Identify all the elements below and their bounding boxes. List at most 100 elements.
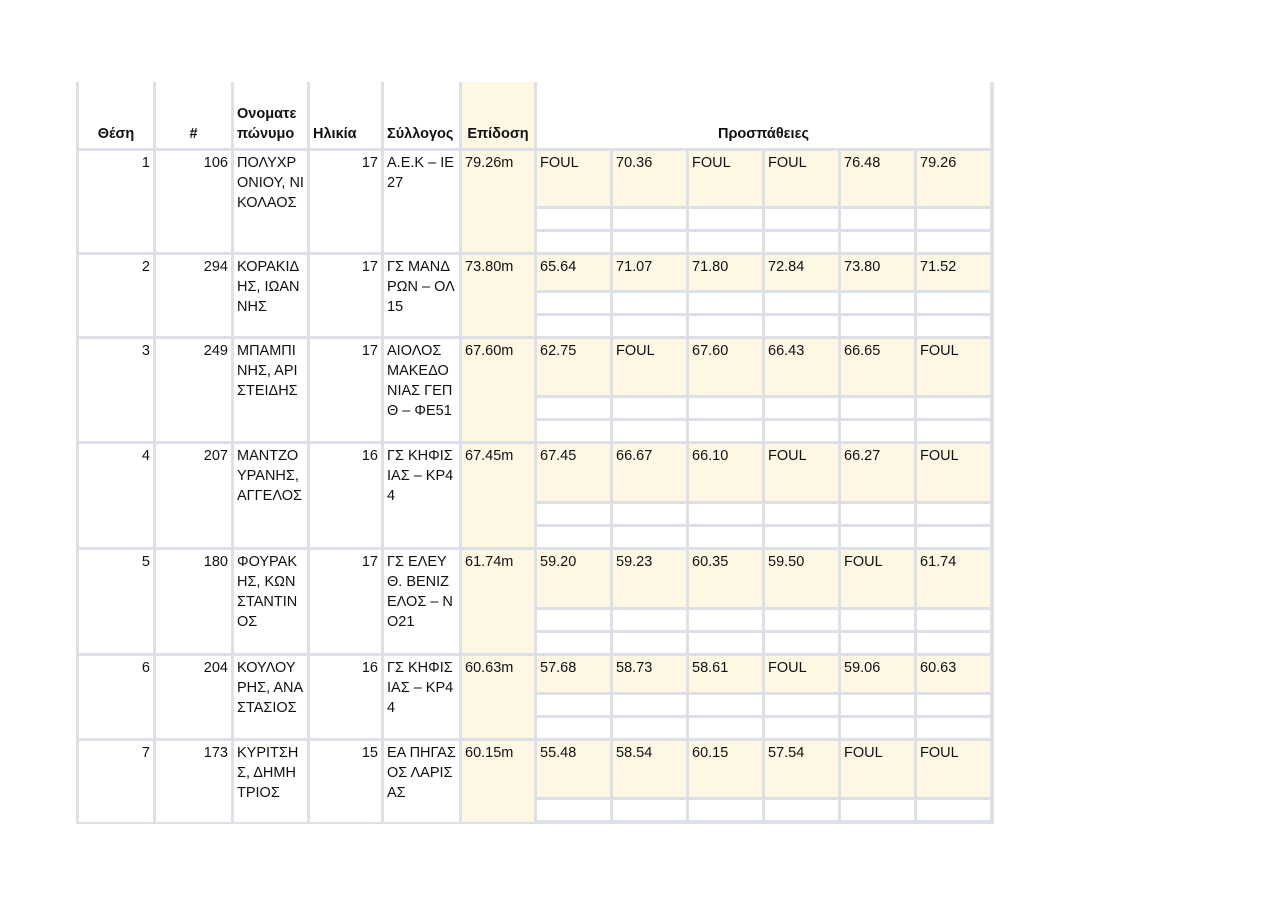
attempt-cell: 59.50 [765,550,838,607]
club-cell: Α.Ε.Κ – ΙΕ27 [384,151,459,252]
attempt-sub-cell [841,633,914,653]
attempt-sub-cell [613,398,686,418]
attempt-cell: 58.73 [613,656,686,692]
attempt-sub-cell [917,800,990,820]
attempt-cell: 57.54 [765,741,838,797]
attempt-cell: 71.52 [917,255,990,290]
attempt-sub-cell [613,610,686,630]
attempt-cell: 58.61 [689,656,762,692]
header-performance: Επίδοση [462,82,534,148]
attempt-sub-cell [841,209,914,229]
attempt-sub-cell [765,421,838,441]
bib-cell: 173 [156,741,231,822]
attempt-sub-cell [765,209,838,229]
club-cell: ΓΣ ΜΑΝΔΡΩΝ – ΟΛ15 [384,255,459,336]
attempt-sub-cell [537,293,610,313]
position-cell: 5 [79,550,153,653]
bib-cell: 180 [156,550,231,653]
attempt-sub-cell [613,293,686,313]
age-cell: 17 [310,339,381,441]
attempt-cell: FOUL [917,339,990,395]
attempt-sub-cell [613,232,686,252]
attempt-sub-cell [841,232,914,252]
attempt-sub-cell [841,293,914,313]
attempt-sub-cell [765,718,838,738]
attempt-cell: FOUL [765,151,838,206]
attempt-sub-cell [841,421,914,441]
attempt-cell: 65.64 [537,255,610,290]
athlete-name-cell: ΜΑΝΤΖΟΥΡΑΝΗΣ, ΑΓΓΕΛΟΣ [234,444,307,547]
attempt-sub-cell [765,232,838,252]
attempt-sub-cell [765,610,838,630]
club-cell: ΑΙΟΛΟΣ ΜΑΚΕΔΟΝΙΑΣ ΓΕΠΘ – ΦΕ51 [384,339,459,441]
attempt-cell: 57.68 [537,656,610,692]
attempt-sub-cell [613,421,686,441]
attempt-sub-cell [917,633,990,653]
attempt-cell: 62.75 [537,339,610,395]
athlete-name-cell: ΚΥΡΙΤΣΗΣ, ΔΗΜΗΤΡΙΟΣ [234,741,307,822]
attempt-sub-cell [917,316,990,336]
attempt-cell: 59.23 [613,550,686,607]
attempt-sub-cell [765,316,838,336]
age-cell: 17 [310,255,381,336]
club-cell: ΕΑ ΠΗΓΑΣΟΣ ΛΑΡΙΣΑΣ [384,741,459,822]
club-cell: ΓΣ ΕΛΕΥΘ. ΒΕΝΙΖΕΛΟΣ – ΝΟ21 [384,550,459,653]
attempt-sub-cell [537,718,610,738]
position-cell: 4 [79,444,153,547]
bib-cell: 294 [156,255,231,336]
attempt-cell: FOUL [841,550,914,607]
attempt-sub-cell [537,504,610,524]
age-cell: 16 [310,656,381,738]
attempt-cell: 66.27 [841,444,914,501]
attempt-sub-cell [917,695,990,715]
attempt-cell: 60.63 [917,656,990,692]
performance-cell: 61.74m [462,550,534,653]
attempt-cell: 59.20 [537,550,610,607]
athlete-name-cell: ΚΟΡΑΚΙΔΗΣ, ΙΩΑΝΝΗΣ [234,255,307,336]
attempt-sub-cell [537,633,610,653]
attempt-cell: 66.10 [689,444,762,501]
attempt-sub-cell [613,695,686,715]
attempt-cell: 60.15 [689,741,762,797]
attempt-sub-cell [841,718,914,738]
age-cell: 15 [310,741,381,822]
performance-cell: 60.63m [462,656,534,738]
attempt-sub-cell [765,695,838,715]
attempt-cell: 59.06 [841,656,914,692]
age-cell: 17 [310,151,381,252]
attempt-cell: 60.35 [689,550,762,607]
position-cell: 2 [79,255,153,336]
attempt-sub-cell [689,232,762,252]
attempt-sub-cell [689,316,762,336]
header-club: Σύλλογος [384,82,459,148]
attempt-sub-cell [689,293,762,313]
attempt-cell: FOUL [917,444,990,501]
attempt-sub-cell [917,718,990,738]
attempt-sub-cell [689,695,762,715]
attempt-sub-cell [917,421,990,441]
attempt-cell: FOUL [765,656,838,692]
attempt-sub-cell [765,293,838,313]
attempt-sub-cell [841,527,914,547]
athlete-name-cell: ΚΟΥΛΟΥΡΗΣ, ΑΝΑΣΤΑΣΙΟΣ [234,656,307,738]
attempt-sub-cell [841,398,914,418]
attempt-sub-cell [841,610,914,630]
header-age: Ηλικία [310,82,381,148]
bib-cell: 249 [156,339,231,441]
bib-cell: 204 [156,656,231,738]
performance-cell: 60.15m [462,741,534,822]
attempt-sub-cell [917,504,990,524]
attempt-sub-cell [841,316,914,336]
attempt-sub-cell [613,800,686,820]
header-position: Θέση [79,82,153,148]
attempt-cell: 72.84 [765,255,838,290]
attempt-cell: 66.67 [613,444,686,501]
attempt-sub-cell [841,800,914,820]
attempt-sub-cell [689,527,762,547]
attempt-sub-cell [613,718,686,738]
attempt-sub-cell [537,695,610,715]
bib-cell: 106 [156,151,231,252]
attempt-sub-cell [537,421,610,441]
attempt-cell: 67.60 [689,339,762,395]
attempt-sub-cell [537,232,610,252]
